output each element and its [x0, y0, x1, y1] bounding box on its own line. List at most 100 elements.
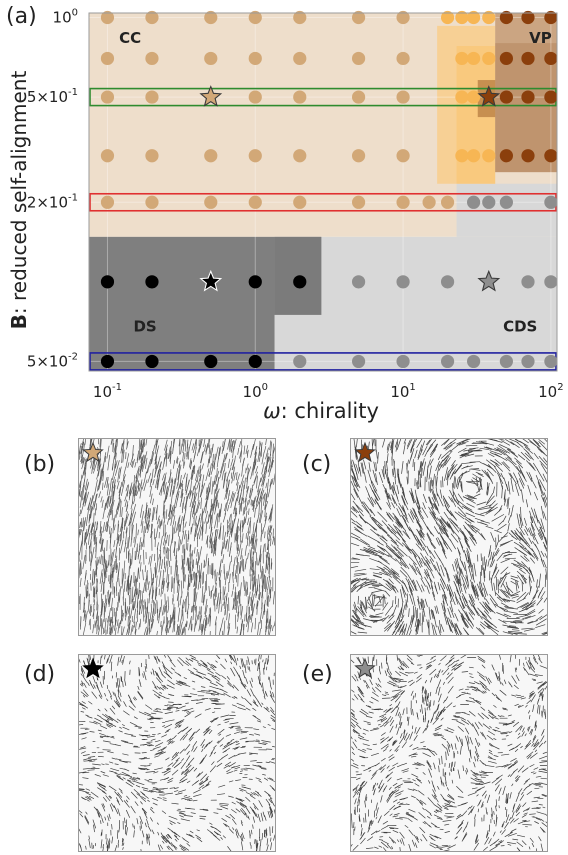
filament-stroke — [169, 659, 176, 668]
filament-stroke — [173, 610, 176, 625]
filament-stroke — [240, 746, 246, 748]
filament-stroke — [268, 624, 272, 635]
filament-stroke — [255, 519, 258, 531]
filament-stroke — [227, 682, 232, 687]
filament-stroke — [248, 752, 259, 755]
filament-stroke — [419, 560, 423, 568]
filament-stroke — [540, 777, 547, 780]
filament-stroke — [388, 493, 392, 501]
filament-stroke — [200, 659, 207, 666]
filament-stroke — [137, 529, 139, 536]
filament-stroke — [253, 728, 260, 731]
filament-stroke — [273, 834, 275, 841]
filament-stroke — [219, 804, 229, 807]
filament-stroke — [200, 451, 204, 464]
filament-stroke — [249, 795, 256, 799]
filament-stroke — [165, 834, 169, 839]
filament-stroke — [352, 557, 360, 560]
filament-stroke — [178, 483, 182, 489]
filament-stroke — [268, 798, 273, 804]
filament-stroke — [167, 558, 169, 567]
filament-stroke — [133, 600, 135, 611]
filament-stroke — [189, 461, 193, 470]
filament-stroke — [459, 540, 465, 553]
filament-stroke — [169, 694, 175, 696]
filament-stroke — [152, 689, 161, 696]
filament-stroke — [105, 495, 109, 507]
filament-stroke — [190, 657, 194, 660]
filament-stroke — [470, 579, 475, 593]
filament-stroke — [518, 465, 526, 479]
filament-stroke — [155, 440, 158, 450]
filament-stroke — [186, 750, 190, 755]
filament-stroke — [79, 701, 86, 707]
filament-stroke — [234, 747, 238, 750]
filament-stroke — [452, 475, 456, 489]
filament-stroke — [156, 708, 162, 710]
filament-stroke — [88, 593, 90, 607]
filament-stroke — [358, 788, 362, 796]
filament-stroke — [111, 736, 115, 738]
filament-stroke — [448, 496, 453, 503]
filament-stroke — [160, 485, 163, 496]
filament-stroke — [214, 616, 217, 626]
filament-stroke — [222, 835, 226, 839]
filament-stroke — [358, 686, 364, 695]
filament-stroke — [88, 532, 91, 545]
filament-stroke — [402, 515, 407, 522]
filament-stroke — [490, 459, 498, 465]
filament-stroke — [270, 538, 272, 547]
filament-stroke — [352, 580, 360, 586]
filament-stroke — [470, 534, 478, 544]
filament-stroke — [175, 494, 179, 508]
filament-stroke — [476, 758, 479, 762]
filament-stroke — [146, 833, 148, 841]
filament-stroke — [257, 477, 262, 493]
filament-stroke — [507, 515, 512, 524]
filament-stroke — [520, 574, 527, 584]
filament-stroke — [503, 610, 518, 614]
filament-stroke — [466, 574, 469, 587]
filament-stroke — [188, 766, 195, 773]
filament-stroke — [243, 624, 245, 635]
filament-stroke — [214, 513, 218, 529]
filament-stroke — [125, 799, 129, 803]
filament-stroke — [156, 630, 158, 635]
filament-stroke — [147, 508, 150, 518]
filament-stroke — [174, 720, 182, 725]
filament-stroke — [272, 691, 275, 698]
filament-stroke — [172, 515, 176, 525]
filament-stroke — [470, 806, 475, 814]
filament-stroke — [108, 813, 111, 819]
filament-stroke — [526, 790, 533, 795]
filament-stroke — [131, 586, 134, 603]
point-cc — [422, 195, 436, 209]
filament-stroke — [495, 576, 498, 591]
filament-stroke — [392, 625, 399, 634]
filament-stroke — [270, 456, 274, 467]
filament-stroke — [167, 777, 174, 782]
filament-stroke — [212, 453, 214, 466]
filament-stroke — [465, 770, 468, 775]
filament-stroke — [168, 534, 170, 547]
filament-stroke — [84, 815, 90, 824]
filament-stroke — [408, 583, 413, 592]
filament-stroke — [81, 701, 86, 704]
filament-stroke — [386, 615, 395, 624]
filament-stroke — [151, 619, 155, 629]
filament-stroke — [244, 664, 247, 674]
point-cc — [204, 149, 218, 163]
filament-stroke — [196, 829, 200, 832]
filament-stroke — [194, 588, 196, 602]
filament-stroke — [143, 671, 147, 681]
filament-stroke — [232, 583, 235, 590]
filament-stroke — [141, 521, 144, 533]
filament-stroke — [437, 625, 441, 635]
filament-stroke — [247, 622, 250, 633]
point-cc — [396, 195, 410, 209]
filament-stroke — [541, 632, 547, 635]
filament-stroke — [102, 843, 104, 848]
filament-stroke — [367, 836, 374, 841]
filament-stroke — [235, 797, 243, 801]
filament-stroke — [186, 443, 189, 457]
